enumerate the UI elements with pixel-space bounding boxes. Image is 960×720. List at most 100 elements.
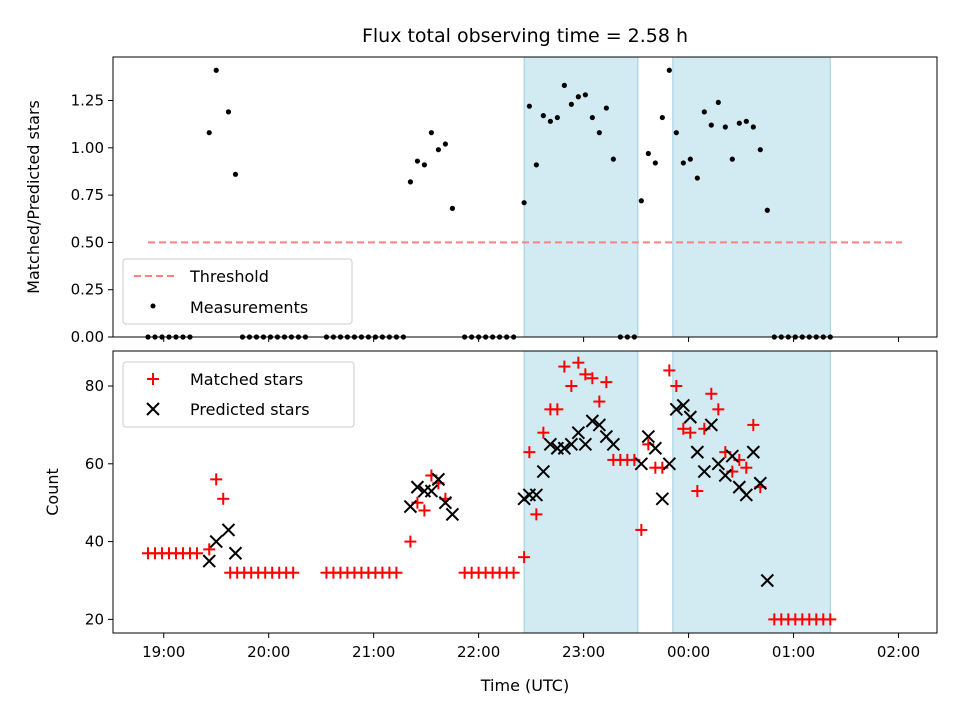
matched-legend-label: Matched stars [190,370,303,389]
predicted-star-point [529,488,544,502]
predicted-star-point [536,464,551,479]
predicted-star-point [564,437,579,452]
predicted-star-point [424,484,439,498]
x-tick-label: 23:00 [562,643,605,661]
predicted-star-point [578,437,593,452]
bottom-axes-frame [112,350,938,634]
top-axes-frame [112,56,938,338]
bottom-panel: 20 40 60 80 19:00 20:00 21:00 22:00 23:00 00:00 0… [43,350,938,695]
measurement-point [206,130,212,136]
observing-window-band [523,350,639,634]
matched-star-point [579,368,592,381]
matched-star-point [691,485,704,498]
measurement-point [232,171,239,177]
measurement-point [568,101,574,107]
measurements-legend-label: Measurements [190,298,308,317]
measurement-point [736,120,742,126]
top-y-ticks: 0.00 0.25 0.50 0.75 1.00 1.25 [71,92,113,346]
measurement-point [533,162,539,168]
matched-star-point [210,473,223,486]
predicted-star-point [410,480,425,494]
x-tick-label: 22:00 [457,643,500,661]
threshold-legend-label: Threshold [189,267,269,286]
measurement-point [603,105,609,111]
predicted-star-point [683,410,698,424]
matched-star-point [518,551,531,564]
measurement-point [722,124,728,130]
measurement-point [449,205,455,211]
predicted-star-point [725,449,740,463]
measurement-point [435,147,442,153]
top-panel: 0.00 0.25 0.50 0.75 1.00 1.25 Matched/Predict… [24,56,938,346]
measurement-point [521,200,527,206]
measurement-point [715,99,721,106]
matched-star-point [217,492,230,505]
matched-star-point [705,387,718,400]
x-tick-label: 21:00 [352,643,395,661]
predicted-star-point [438,495,453,510]
measurement-point [673,130,679,136]
measurement-point [659,114,665,121]
measurement-point [575,94,581,100]
matched-star-point [530,508,543,521]
y-tick-label: 1.00 [71,139,104,157]
top-highlight-bands [523,56,831,338]
matched-star-point [740,461,753,474]
y-tick-label: 60 [85,455,104,473]
bottom-x-ticks: 19:00 20:00 21:00 22:00 23:00 00:00 01:00 02:00 [142,633,920,661]
matched-star-point [663,364,676,377]
predicted-star-point [676,398,691,413]
measurement-point [540,113,546,119]
predicted-star-point [431,472,446,487]
observing-window-band [672,56,831,338]
measurement-point [743,118,749,124]
matched-star-point [558,360,571,373]
matched-star-point [418,504,431,517]
measurement-point [694,175,700,181]
measurement-point [757,147,763,153]
y-tick-label: 0.50 [71,233,104,251]
bottom-highlight-bands [523,350,831,634]
measurement-point [589,114,595,121]
measurement-point [701,109,707,115]
predicted-star-point [739,488,754,502]
predicted-star-point [571,425,586,440]
top-legend: Threshold Measurements [122,258,353,325]
matched-star-point [190,547,203,560]
measurements-legend-swatch [150,303,156,309]
predicted-star-point [690,445,705,459]
predicted-legend-label: Predicted stars [190,400,310,419]
measurement-point [428,130,435,136]
observing-window-band [523,56,639,338]
measurement-point [526,103,532,109]
predicted-star-point [634,457,649,471]
y-tick-label: 0.25 [71,281,104,299]
predicted-star-point [669,402,684,417]
y-tick-label: 20 [85,610,104,628]
predicted-star-point [641,429,656,444]
bottom-y-axis-label: Count [43,468,62,516]
matched-star-point [404,535,417,548]
matched-star-point [677,422,690,435]
measurement-point [442,141,448,147]
measurement-point [638,198,644,204]
matched-star-point [670,380,683,393]
measurement-point [750,124,756,130]
predicted-star-point [718,468,733,483]
measurement-point [407,179,414,185]
measurement-point [645,150,651,157]
measurement-point [596,130,602,136]
predicted-star-point [711,457,726,471]
measurement-point [561,82,567,88]
x-axis-label: Time (UTC) [480,676,569,695]
predicted-star-point [606,437,621,452]
y-tick-label: 40 [85,533,104,551]
measurement-point [652,160,658,166]
predicted-star-point [746,445,761,459]
predicted-star-point [760,573,775,588]
x-tick-label: 01:00 [772,643,815,661]
predicted-star-point [662,457,677,471]
x-tick-label: 00:00 [667,643,710,661]
predicted-legend-swatch [146,402,160,416]
predicted-star-point [403,499,418,514]
